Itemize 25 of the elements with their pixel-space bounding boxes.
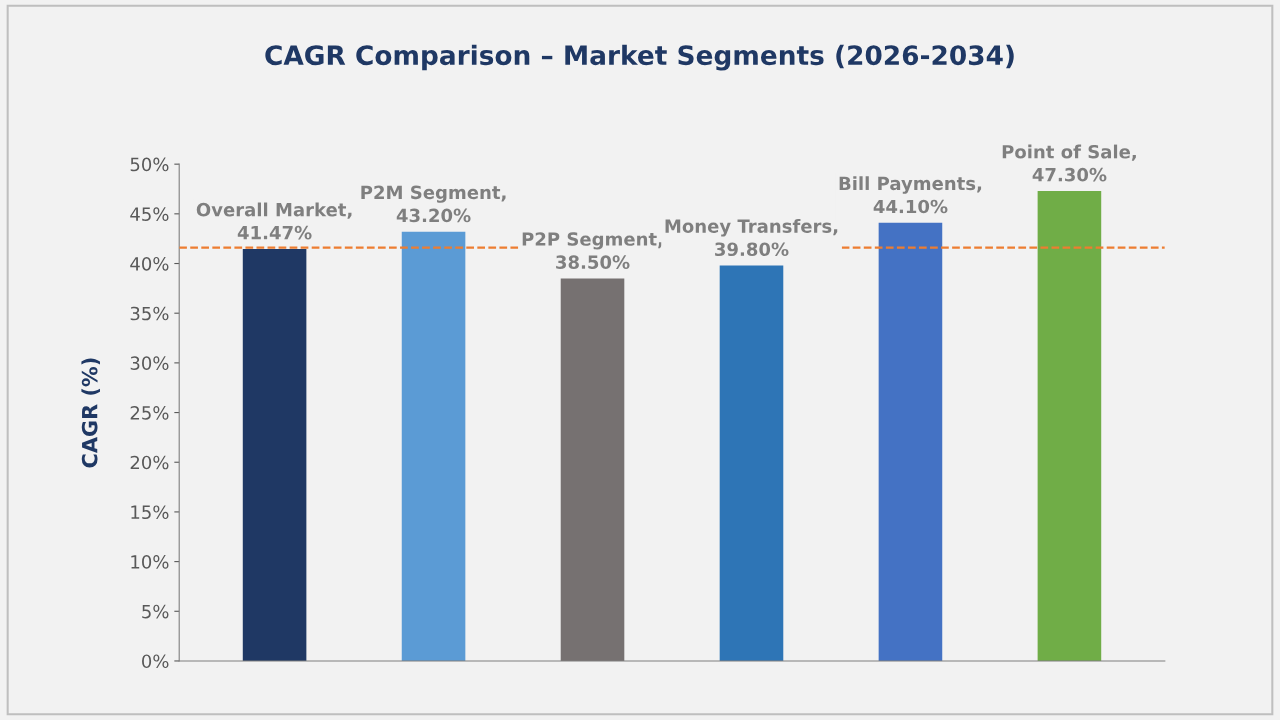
bar — [719, 265, 784, 661]
bar — [560, 278, 625, 661]
y-tick-label: 10% — [131, 555, 169, 569]
data-label: Overall Market, 41.47% — [196, 202, 352, 240]
y-tick-label: 20% — [130, 455, 169, 470]
y-tick-label: 35% — [130, 306, 169, 321]
data-label: P2M Segment, 43.20% — [361, 185, 506, 223]
y-tick-label: 40% — [130, 256, 169, 271]
y-tick-label: 50% — [130, 157, 169, 172]
bar — [878, 222, 943, 661]
y-tick-label: 0% — [142, 654, 169, 669]
data-label: P2P Segment, 38.50% — [522, 232, 663, 269]
y-tick-label: 45% — [130, 207, 169, 221]
y-tick-label: 25% — [130, 406, 169, 420]
bar — [1037, 190, 1102, 661]
y-axis-title: CAGR (%) — [81, 358, 100, 468]
data-label: Money Transfers, 39.80% — [665, 218, 838, 257]
y-tick-label: 15% — [131, 505, 169, 520]
bar — [401, 231, 466, 661]
data-label: Point of Sale, 47.30% — [1002, 144, 1136, 182]
chart-title: CAGR Comparison – Market Segments (2026-2034) — [265, 44, 1014, 71]
bar — [242, 248, 307, 661]
y-tick-label: 5% — [142, 604, 169, 619]
data-label: Bill Payments, 44.10% — [839, 176, 982, 214]
y-tick-label: 30% — [130, 356, 169, 370]
